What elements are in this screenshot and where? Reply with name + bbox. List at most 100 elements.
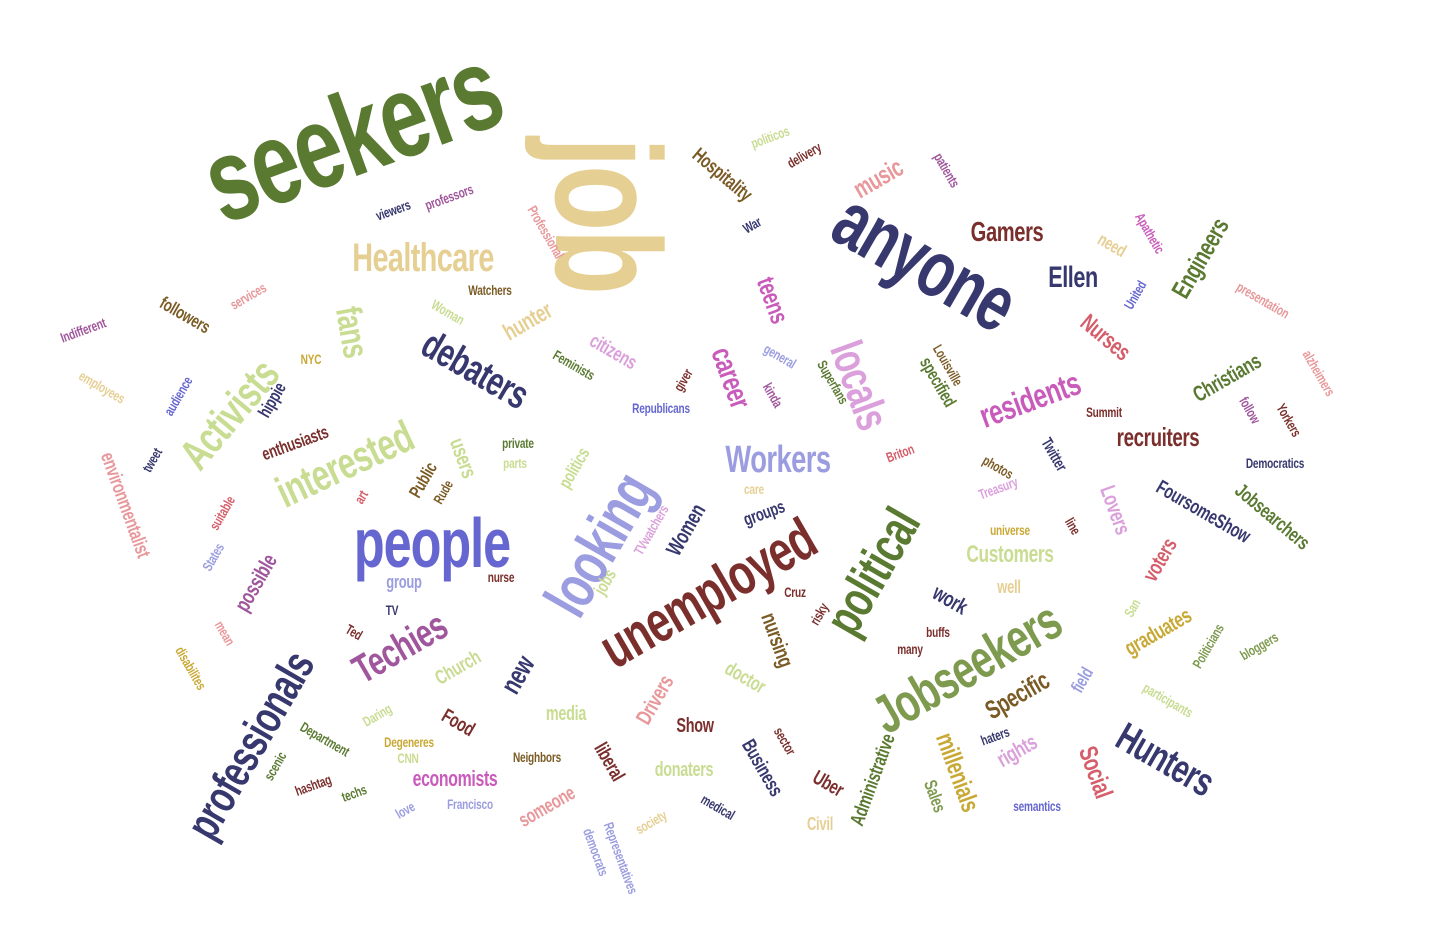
word-delivery: delivery: [784, 138, 824, 172]
word-alzheimers: alzheimers: [1299, 347, 1339, 399]
word-customers: Customers: [966, 541, 1054, 568]
word-apathetic: Apathetic: [1132, 209, 1168, 257]
word-patients: patients: [930, 149, 964, 191]
word-hashtag: hashtag: [292, 771, 334, 799]
word-line: line: [1061, 514, 1085, 538]
word-daring: Daring: [359, 700, 395, 730]
word-hunters: Hunters: [1108, 714, 1222, 806]
word-twitter: Twitter: [1037, 435, 1070, 475]
word-interested: interested: [268, 411, 421, 518]
word-new: new: [494, 650, 541, 699]
word-love: love: [392, 798, 418, 822]
word-semantics: semantics: [1013, 798, 1061, 814]
word-healthcare: Healthcare: [352, 236, 494, 280]
word-media: media: [545, 703, 587, 725]
word-economists: economists: [412, 766, 498, 791]
word-nursing: nursing: [756, 609, 799, 671]
word-liberal: liberal: [589, 739, 629, 785]
word-department: Department: [297, 718, 353, 760]
word-gamers: Gamers: [970, 216, 1044, 247]
word-care: care: [744, 481, 764, 497]
word-ted: Ted: [342, 620, 366, 644]
word-viewers: viewers: [373, 196, 413, 224]
word-disabilites: disabilites: [172, 643, 210, 693]
word-workers: Workers: [725, 439, 831, 481]
word-politicians: Politicians: [1189, 621, 1227, 671]
word-job: job: [524, 137, 692, 293]
word-giver: giver: [670, 366, 696, 394]
word-uber: Uber: [808, 766, 848, 802]
word-hunter: hunter: [498, 296, 557, 347]
word-states: States: [198, 540, 228, 574]
word-sales: Sales: [920, 777, 950, 815]
word-kinda: kinda: [759, 380, 787, 410]
word-need: need: [1094, 229, 1130, 261]
word-tv: TV: [385, 602, 399, 618]
word-audience: audience: [160, 373, 196, 419]
word-yorkers: Yorkers: [1273, 400, 1305, 440]
word-medical: medical: [698, 791, 738, 823]
word-rude: Rude: [429, 477, 457, 507]
word-suitable: suitable: [205, 493, 239, 533]
word-politics: politics: [554, 444, 594, 492]
word-presentation: presentation: [1233, 278, 1293, 322]
word-someone: someone: [514, 782, 580, 832]
word-food: Food: [437, 704, 479, 742]
word-tweet: tweet: [138, 445, 166, 475]
word-politicos: politicos: [748, 122, 792, 152]
word-ellen: Ellen: [1048, 261, 1098, 294]
word-follow: follow: [1236, 393, 1264, 427]
word-donaters: donaters: [654, 759, 714, 781]
word-seekers: seekers: [186, 20, 518, 250]
word-nyc: NYC: [300, 351, 322, 367]
word-anyone: anyone: [818, 174, 1032, 349]
word-participants: participants: [1140, 679, 1196, 721]
word-teens: teens: [750, 272, 796, 328]
word-christians: Christians: [1188, 348, 1266, 407]
word-administrative: Administrative: [846, 731, 900, 829]
word-civil: Civil: [806, 814, 834, 834]
word-san: San: [1120, 596, 1144, 620]
word-democratics: Democratics: [1245, 455, 1305, 471]
word-universe: universe: [990, 522, 1030, 538]
word-watchers: Watchers: [468, 282, 512, 298]
word-indifferent: Indifferent: [58, 314, 108, 346]
word-neighbors: Neighbors: [512, 749, 562, 765]
word-field: field: [1067, 664, 1097, 696]
word-private: private: [502, 435, 534, 451]
word-many: many: [897, 641, 923, 657]
word-people: people: [353, 504, 511, 582]
word-buffs: buffs: [926, 624, 950, 640]
word-well: well: [997, 577, 1021, 597]
word-representatives: Representatives: [600, 820, 642, 896]
word-society: society: [632, 806, 670, 838]
word-employees: employees: [76, 367, 128, 407]
word-services: services: [227, 279, 269, 313]
word-cnn: CNN: [397, 750, 419, 766]
word-voters: voters: [1137, 533, 1182, 586]
word-techs: techs: [339, 781, 369, 805]
word-treasury: Treasury: [976, 473, 1020, 503]
word-drivers: Drivers: [630, 670, 679, 729]
word-francisco: Francisco: [447, 796, 493, 812]
word-users: users: [444, 434, 483, 482]
word-career: career: [704, 342, 757, 413]
word-doctor: doctor: [720, 657, 770, 699]
word-political: political: [814, 499, 932, 645]
word-cruz: Cruz: [784, 584, 806, 600]
word-church: Church: [431, 646, 485, 690]
word-briton: Briton: [883, 440, 917, 466]
word-republicans: Republicans: [632, 400, 690, 416]
word-work: work: [928, 579, 972, 620]
word-recruiters: recruiters: [1116, 422, 1200, 452]
word-show: Show: [676, 715, 714, 737]
word-summit: Summit: [1086, 404, 1122, 420]
word-bloggers: bloggers: [1237, 628, 1281, 664]
word-war: War: [740, 213, 764, 237]
word-group: group: [386, 572, 422, 592]
word-general: general: [761, 340, 799, 372]
word-degeneres: Degeneres: [384, 734, 434, 750]
word-mean: mean: [211, 617, 239, 649]
